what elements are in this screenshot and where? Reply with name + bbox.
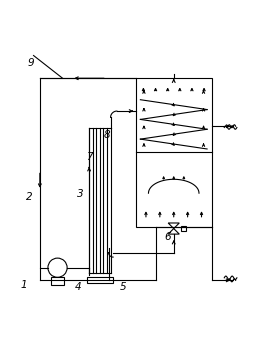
- Bar: [136, 78, 212, 227]
- Text: 3: 3: [77, 190, 84, 199]
- Text: 4: 4: [74, 282, 81, 292]
- Text: 2: 2: [26, 192, 33, 202]
- Text: 7: 7: [86, 152, 92, 161]
- Text: 6: 6: [164, 232, 171, 243]
- Text: 9: 9: [28, 58, 34, 68]
- Text: 5: 5: [120, 282, 126, 292]
- Text: 1: 1: [20, 280, 27, 290]
- Text: 8: 8: [103, 130, 110, 140]
- Bar: [51, 277, 64, 285]
- Bar: [87, 277, 113, 283]
- Bar: [181, 226, 186, 231]
